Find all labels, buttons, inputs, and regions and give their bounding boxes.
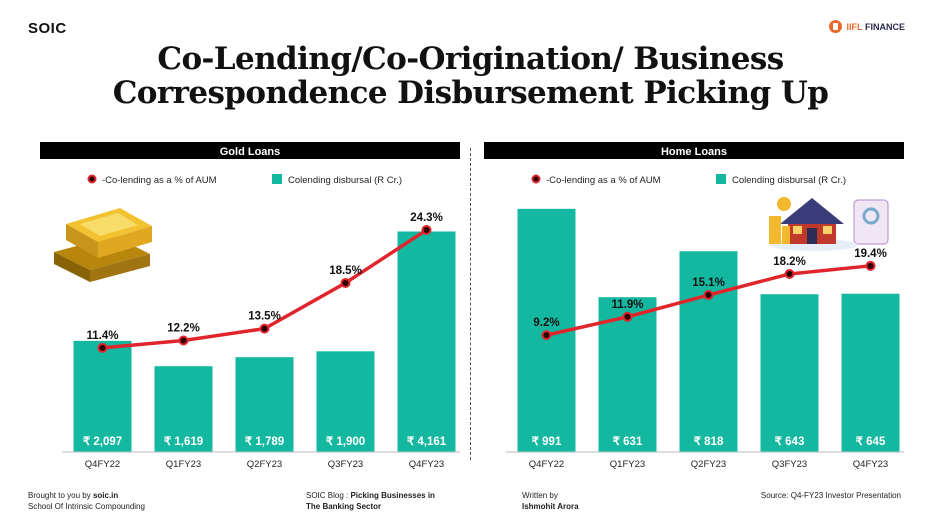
gold-bar-label-q4fy23: ₹ 4,161 [407,436,447,448]
home-x-tick-q4fy22: Q4FY22 [529,459,564,470]
credit-site: soic.in [92,491,119,500]
home-chart-title: Home Loans [661,146,727,158]
home-bar-q2fy23 [679,251,738,452]
home-legend-bar-label: Colending disbursal (R Cr.) [732,175,846,186]
gold-legend-bar-label: Colending disbursal (R Cr.) [288,175,402,186]
gold-bar-q2fy23 [235,357,294,452]
home-bar-q4fy23 [841,293,900,452]
gold-line-point-q3fy23 [340,277,351,288]
gold-line-label-q2fy23: 13.5% [248,311,281,323]
blog-title-1: Picking Businesses in [350,491,435,500]
chart-divider [470,148,471,460]
home-x-tick-q1fy23: Q1FY23 [610,459,645,470]
gold-bar-label-q1fy23: ₹ 1,619 [164,436,203,448]
brand-name: SOIC [28,20,67,37]
blog-title-2: The Banking Sector [306,502,382,511]
source-note: Source: Q4-FY23 Investor Presentation [760,491,901,500]
footer-source: Source: Q4-FY23 Investor Presentation [761,490,901,501]
home-line-point-q3fy23 [784,268,795,279]
home-x-tick-q3fy23: Q3FY23 [772,459,807,470]
home-legend-line-label: -Co-lending as a % of AUM [546,175,661,186]
home-bar-label-q2fy23: ₹ 818 [694,436,724,448]
home-line-label-q2fy23: 15.1% [692,277,725,289]
gold-chart-title: Gold Loans [220,146,281,158]
home-bar-label-q4fy23: ₹ 645 [856,436,886,448]
home-x-tick-q4fy23: Q4FY23 [853,459,888,470]
home-line-point-q4fy22 [541,330,552,341]
gold-line-point-q2fy23 [259,323,270,334]
home-bar-label-q4fy22: ₹ 991 [532,436,562,448]
gold-line-label-q4fy22: 11.4% [87,330,119,342]
home-bar-q1fy23 [598,297,657,452]
title-line-1: Co-Lending/Co-Origination/ Business [157,41,784,77]
home-line-label-q3fy23: 18.2% [773,256,806,268]
gold-legend-bar-swatch [272,174,282,184]
gold-legend-line-marker [87,174,97,184]
gold-header-bar [40,142,460,159]
gold-bar-label-q2fy23: ₹ 1,789 [245,436,284,448]
gold-loans-chart: Gold Loans -Co-lending as a % of AUM Colen… [40,142,460,472]
logo-icon [829,20,843,33]
home-legend: -Co-lending as a % of AUM Colending disbu… [531,174,846,186]
logo-text-a: IIFL [846,21,863,32]
home-line-point-q1fy23 [622,311,633,322]
gold-line-point-q1fy23 [178,335,189,346]
home-line-label-q4fy23: 19.4% [854,248,887,260]
logo-text-b: FINANCE [865,21,905,32]
home-bar-q3fy23 [760,294,819,452]
home-header-bar [484,142,904,159]
footer-credit: Brought to you by soic.in School Of Intr… [28,490,145,512]
gold-bar-q1fy23 [154,366,213,452]
gold-legend: -Co-lending as a % of AUM Colending disbu… [87,174,402,186]
author-name: Ishmohit Arora [522,502,579,511]
gold-x-tick-q3fy23: Q3FY23 [328,459,363,470]
home-line-label-q1fy23: 11.9% [612,299,644,311]
home-bar-label-q3fy23: ₹ 643 [775,436,805,448]
gold-bar-q4fy23 [397,231,456,452]
blog-prefix: SOIC Blog : [306,491,351,500]
gold-x-tick-q2fy23: Q2FY23 [247,459,282,470]
credit-school: School Of Intrinsic Compounding [28,502,145,511]
gold-line-point-q4fy23 [421,224,432,235]
home-line-point-q2fy23 [703,290,714,301]
gold-bar-q3fy23 [316,351,375,452]
gold-line-label-q1fy23: 12.2% [167,323,200,335]
gold-bar-label-q3fy23: ₹ 1,900 [326,436,365,448]
author-label: Written by [522,491,558,500]
gold-bar-label-q4fy22: ₹ 2,097 [83,436,122,448]
gold-x-tick-q4fy23: Q4FY23 [409,459,444,470]
gold-line-label-q4fy23: 24.3% [410,212,443,224]
gold-bars-icon [54,208,152,282]
house-icon [769,197,889,251]
footer-author: Written by Ishmohit Arora [522,490,579,512]
company-logo: IIFL FINANCE [829,20,905,33]
gold-x-tick-q4fy22: Q4FY22 [85,459,120,470]
home-line-label-q4fy22: 9.2% [533,317,559,329]
gold-line-label-q3fy23: 18.5% [329,265,362,277]
credit-prefix: Brought to you by [28,491,93,500]
home-x-tick-q2fy23: Q2FY23 [691,459,726,470]
footer-blog: SOIC Blog : Picking Businesses in The Ba… [306,490,435,512]
page-title: Co-Lending/Co-Origination/ Business Corr… [0,42,941,110]
gold-bar-q4fy22 [73,340,132,452]
home-line-point-q4fy23 [865,260,876,271]
gold-x-tick-q1fy23: Q1FY23 [166,459,201,470]
gold-legend-line-label: -Co-lending as a % of AUM [102,175,217,186]
home-bar-label-q1fy23: ₹ 631 [613,436,643,448]
home-loans-chart: Home Loans -Co-lending as a % of AUM Colen… [484,142,904,472]
gold-line-point-q4fy22 [97,342,108,353]
home-legend-line-marker [531,174,541,184]
title-line-2: Correspondence Disbursement Picking Up [112,75,829,111]
home-legend-bar-swatch [716,174,726,184]
